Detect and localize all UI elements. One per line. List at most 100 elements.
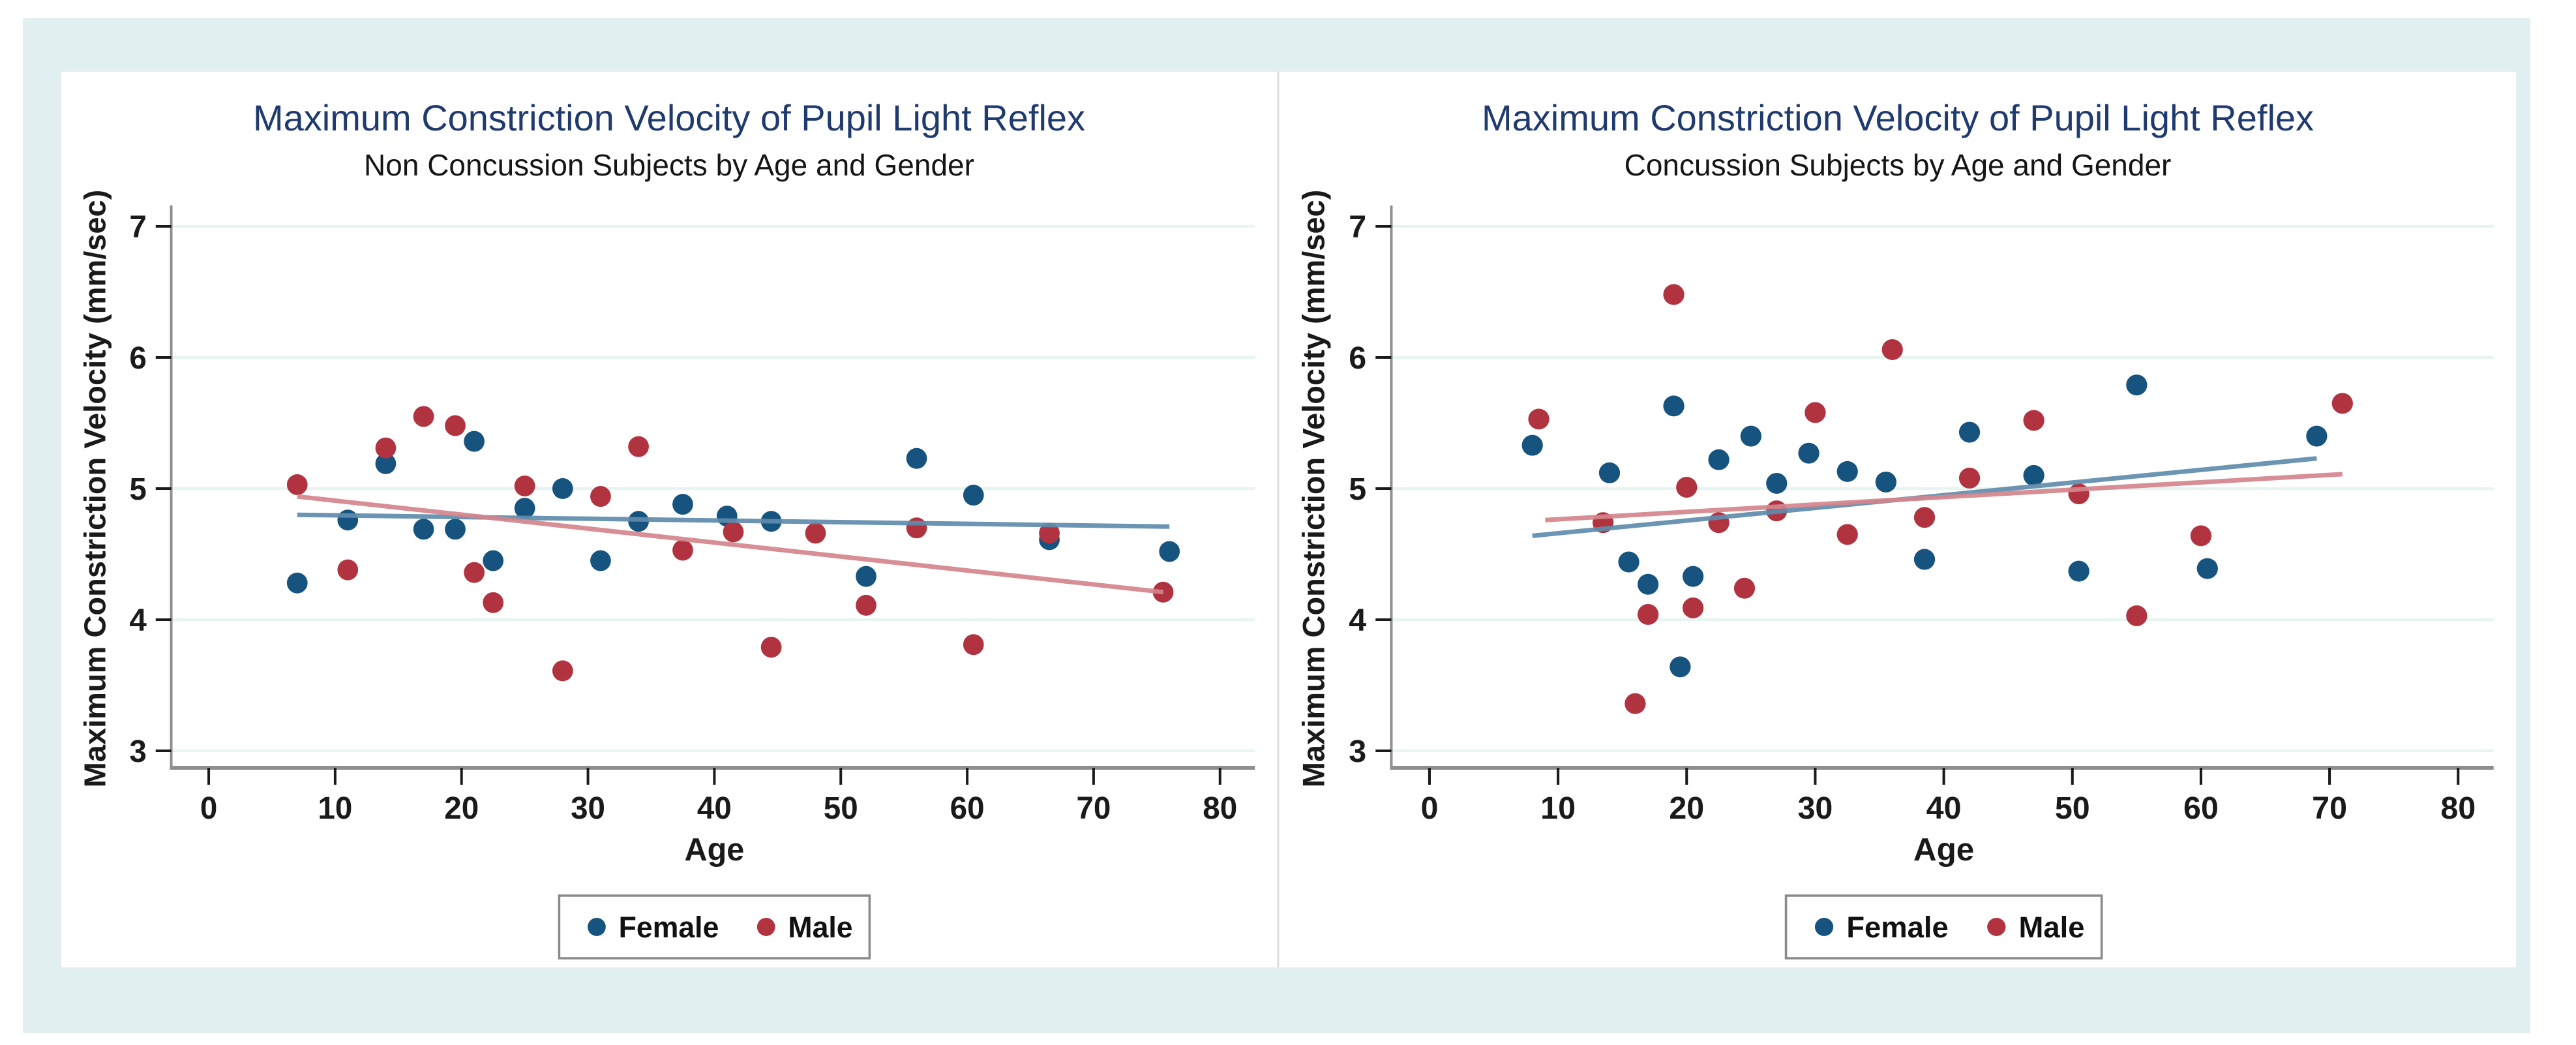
x-tick-label: 0 <box>1420 791 1438 826</box>
data-point <box>2196 558 2218 579</box>
data-point <box>1663 395 1685 417</box>
x-tick-label: 40 <box>697 791 732 826</box>
data-point <box>464 431 485 452</box>
data-point <box>1682 566 1704 587</box>
data-point <box>1733 577 1756 599</box>
y-tick-label: 4 <box>129 603 147 638</box>
x-tick-label: 30 <box>571 791 605 826</box>
data-point <box>1836 524 1858 545</box>
chart-subtitle: Non Concussion Subjects by Age and Gende… <box>364 148 974 182</box>
data-point <box>2068 483 2089 505</box>
legend-female-dot-icon <box>1814 918 1834 936</box>
data-point <box>906 517 927 539</box>
y-tick-label: 3 <box>129 735 146 769</box>
data-point <box>906 447 927 469</box>
x-tick-label: 70 <box>2312 791 2347 826</box>
x-tick-label: 30 <box>1798 791 1833 826</box>
legend: Female Male <box>1784 894 2103 960</box>
data-point <box>2068 560 2089 582</box>
y-axis-label: Maximum Constriction Velocity (mm/sec) <box>1296 190 1331 787</box>
x-tick-label: 80 <box>1203 791 1237 826</box>
data-point <box>483 550 504 571</box>
data-point <box>552 660 573 682</box>
data-point <box>628 436 649 457</box>
data-point <box>445 519 466 540</box>
x-tick-label: 60 <box>950 791 985 826</box>
data-point <box>1958 467 1981 489</box>
data-point <box>2023 410 2044 431</box>
data-point <box>856 594 876 616</box>
data-point <box>1625 693 1646 714</box>
x-tick-label: 20 <box>1669 791 1704 826</box>
x-ticks: 0 10 20 30 40 50 60 70 80 <box>1420 768 2476 826</box>
data-point <box>483 592 504 613</box>
legend-box <box>1784 894 2103 960</box>
axes <box>1390 205 2494 770</box>
x-axis-label: Age <box>685 832 745 868</box>
data-point <box>1913 549 1936 570</box>
data-point <box>672 494 693 515</box>
y-axis-label: Maximum Constriction Velocity (mm/sec) <box>78 190 112 788</box>
y-tick-label: 7 <box>1349 209 1366 245</box>
legend-male-label: Male <box>2019 911 2085 944</box>
data-point <box>1682 597 1704 618</box>
data-point <box>1913 507 1936 528</box>
legend-male-dot-icon <box>756 918 775 936</box>
data-point <box>337 559 359 581</box>
y-ticks: 3 4 5 6 7 <box>1349 209 1392 769</box>
data-point <box>1798 442 1820 464</box>
legend-female-label: Female <box>619 911 719 944</box>
y-ticks: 3 4 5 6 7 <box>129 210 172 769</box>
data-point <box>805 522 826 544</box>
data-point <box>552 478 573 499</box>
axes <box>170 205 1255 770</box>
gridlines <box>1392 225 2494 752</box>
data-point <box>1637 573 1659 595</box>
data-point <box>514 475 535 496</box>
x-axis-label: Age <box>1913 832 1974 868</box>
data-point <box>723 521 744 543</box>
x-tick-label: 10 <box>318 791 352 826</box>
series-female-points <box>1521 374 2328 678</box>
series-male-trend-line <box>1545 472 2343 522</box>
chart-subtitle: Concussion Subjects by Age and Gender <box>1624 148 2172 182</box>
data-point <box>760 637 782 658</box>
series-male-trend-line <box>297 494 1163 595</box>
data-point <box>2126 605 2148 626</box>
data-point <box>464 562 485 583</box>
data-point <box>1598 462 1621 483</box>
y-tick-label: 4 <box>1349 603 1366 638</box>
data-point <box>1670 656 1691 678</box>
chart-card-concussion: Maximum Constriction Velocity of Pupil L… <box>1280 72 2516 967</box>
x-tick-label: 60 <box>2183 791 2219 826</box>
x-tick-label: 0 <box>200 791 217 826</box>
data-point <box>1881 339 1903 360</box>
legend: Female Male <box>558 894 871 960</box>
data-point <box>1676 476 1698 498</box>
y-tick-label: 7 <box>129 210 146 245</box>
y-tick-label: 5 <box>1349 472 1366 507</box>
y-tick-label: 5 <box>129 472 146 507</box>
data-point <box>1958 421 1981 443</box>
x-tick-label: 10 <box>1540 791 1576 826</box>
data-point <box>413 519 434 540</box>
y-tick-label: 6 <box>1349 341 1366 376</box>
data-point <box>337 509 359 531</box>
data-point <box>590 486 611 507</box>
data-point <box>1805 402 1826 423</box>
chart-title: Maximum Constriction Velocity of Pupil L… <box>1481 97 2314 138</box>
y-tick-label: 6 <box>129 341 146 376</box>
data-point <box>856 566 876 587</box>
data-point <box>1521 434 1543 456</box>
x-tick-label: 40 <box>1926 791 1962 826</box>
data-point <box>375 453 397 474</box>
x-tick-label: 20 <box>444 791 479 826</box>
data-point <box>590 550 611 571</box>
gridlines <box>172 225 1255 752</box>
data-point <box>1637 603 1659 625</box>
data-point <box>445 415 466 436</box>
legend-female-label: Female <box>1846 911 1948 944</box>
data-point <box>1740 425 1761 447</box>
